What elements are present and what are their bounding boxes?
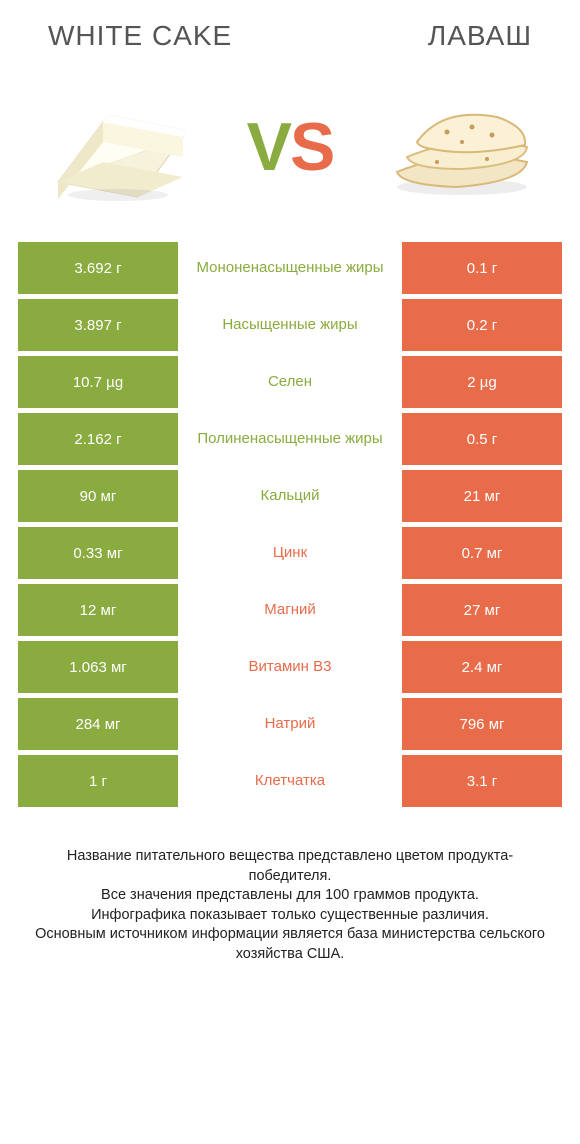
header-titles: WHITE CAKE ЛАВАШ: [18, 20, 562, 62]
cell-nutrient-label: Магний: [183, 584, 397, 636]
vs-v-letter: V: [247, 109, 290, 185]
lavash-icon: [377, 87, 537, 207]
cell-right-value: 796 мг: [402, 698, 562, 750]
table-row: 284 мгНатрий796 мг: [18, 698, 562, 750]
cell-nutrient-label: Селен: [183, 356, 397, 408]
table-row: 3.692 гМононенасыщенные жиры0.1 г: [18, 242, 562, 294]
table-row: 2.162 гПолиненасыщенные жиры0.5 г: [18, 413, 562, 465]
cell-left-value: 10.7 µg: [18, 356, 178, 408]
cell-left-value: 3.897 г: [18, 299, 178, 351]
cell-nutrient-label: Мононенасыщенные жиры: [183, 242, 397, 294]
footer-note: Название питательного вещества представл…: [18, 847, 562, 964]
cell-left-value: 90 мг: [18, 470, 178, 522]
cell-right-value: 0.1 г: [402, 242, 562, 294]
table-row: 0.33 мгЦинк0.7 мг: [18, 527, 562, 579]
title-right: ЛАВАШ: [428, 20, 532, 52]
cell-nutrient-label: Клетчатка: [183, 755, 397, 807]
cell-nutrient-label: Кальций: [183, 470, 397, 522]
cell-right-value: 0.5 г: [402, 413, 562, 465]
cell-left-value: 1.063 мг: [18, 641, 178, 693]
infographic-container: WHITE CAKE ЛАВАШ VS: [0, 0, 580, 984]
vs-s-letter: S: [290, 109, 333, 185]
hero-row: VS: [18, 62, 562, 242]
cell-right-value: 3.1 г: [402, 755, 562, 807]
cell-left-value: 12 мг: [18, 584, 178, 636]
footer-line-3: Инфографика показывает только существенн…: [28, 906, 552, 926]
cell-right-value: 2.4 мг: [402, 641, 562, 693]
cell-right-value: 0.2 г: [402, 299, 562, 351]
cell-nutrient-label: Натрий: [183, 698, 397, 750]
footer-line-4: Основным источником информации является …: [28, 925, 552, 964]
cake-icon: [48, 87, 198, 207]
cell-nutrient-label: Цинк: [183, 527, 397, 579]
table-row: 10.7 µgСелен2 µg: [18, 356, 562, 408]
cell-nutrient-label: Витамин B3: [183, 641, 397, 693]
table-row: 90 мгКальций21 мг: [18, 470, 562, 522]
table-row: 12 мгМагний27 мг: [18, 584, 562, 636]
cell-nutrient-label: Насыщенные жиры: [183, 299, 397, 351]
cell-nutrient-label: Полиненасыщенные жиры: [183, 413, 397, 465]
cell-left-value: 1 г: [18, 755, 178, 807]
cell-left-value: 3.692 г: [18, 242, 178, 294]
footer-line-1: Название питательного вещества представл…: [28, 847, 552, 886]
title-left: WHITE CAKE: [48, 20, 232, 52]
cake-image: [38, 77, 208, 217]
vs-badge: VS: [247, 108, 334, 186]
table-row: 1.063 мгВитамин B32.4 мг: [18, 641, 562, 693]
lavash-image: [372, 77, 542, 217]
cell-left-value: 2.162 г: [18, 413, 178, 465]
cell-right-value: 0.7 мг: [402, 527, 562, 579]
cell-left-value: 284 мг: [18, 698, 178, 750]
footer-line-2: Все значения представлены для 100 граммо…: [28, 886, 552, 906]
cell-right-value: 21 мг: [402, 470, 562, 522]
nutrition-table: 3.692 гМононенасыщенные жиры0.1 г3.897 г…: [18, 242, 562, 807]
table-row: 1 гКлетчатка3.1 г: [18, 755, 562, 807]
cell-right-value: 2 µg: [402, 356, 562, 408]
cell-left-value: 0.33 мг: [18, 527, 178, 579]
table-row: 3.897 гНасыщенные жиры0.2 г: [18, 299, 562, 351]
cell-right-value: 27 мг: [402, 584, 562, 636]
